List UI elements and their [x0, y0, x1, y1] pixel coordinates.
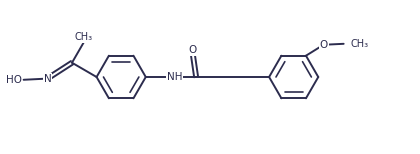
Text: HO: HO [5, 75, 22, 85]
Text: CH₃: CH₃ [75, 32, 93, 42]
Text: NH: NH [167, 72, 182, 82]
Text: O: O [320, 40, 328, 50]
Text: O: O [189, 45, 197, 55]
Text: CH₃: CH₃ [351, 39, 369, 49]
Text: N: N [44, 74, 51, 84]
